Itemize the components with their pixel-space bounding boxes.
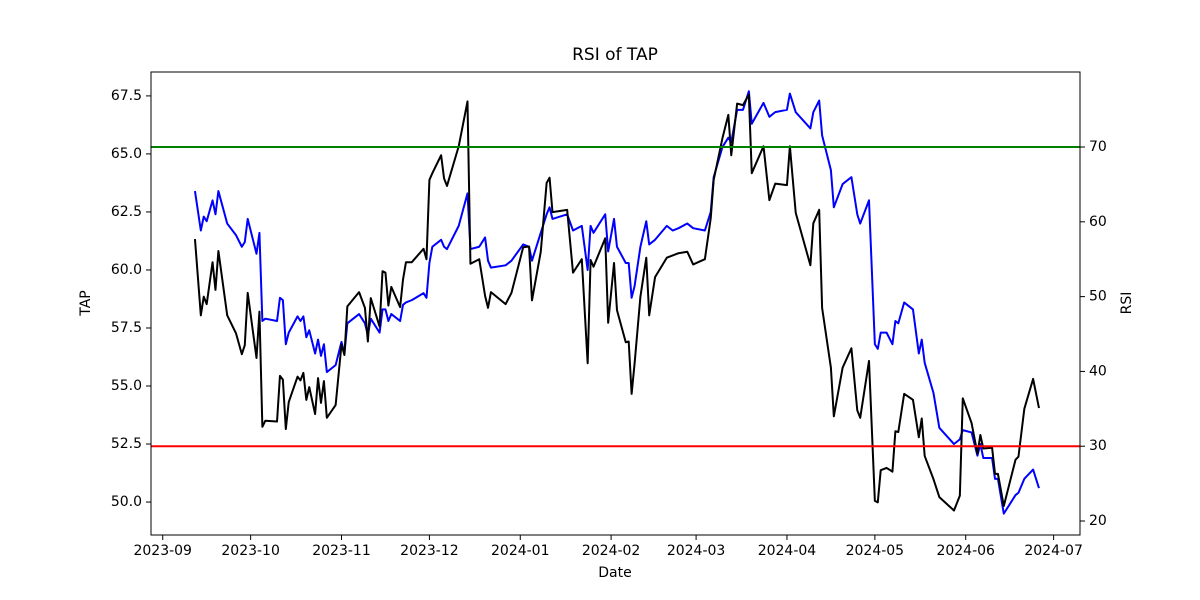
y2-tick-label: 40 bbox=[1089, 363, 1107, 379]
y2-axis-label: RSI bbox=[1119, 292, 1135, 315]
y-tick-label: 65.0 bbox=[111, 146, 142, 162]
y2-tick-label: 30 bbox=[1089, 438, 1107, 454]
y-tick-label: 50.0 bbox=[111, 494, 142, 510]
x-tick-label: 2024-07 bbox=[1024, 543, 1083, 559]
y-tick-label: 57.5 bbox=[111, 320, 142, 336]
y-tick-label: 60.0 bbox=[111, 262, 142, 278]
y-tick-label: 67.5 bbox=[111, 88, 142, 104]
y2-tick-label: 70 bbox=[1089, 139, 1107, 155]
x-tick-label: 2024-04 bbox=[758, 543, 817, 559]
y-tick-label: 62.5 bbox=[111, 204, 142, 220]
x-tick-label: 2023-09 bbox=[133, 543, 192, 559]
x-tick-label: 2024-01 bbox=[491, 543, 550, 559]
x-tick-label: 2023-11 bbox=[312, 543, 371, 559]
series-line bbox=[193, 93, 1040, 512]
y-axis-label: TAP bbox=[78, 290, 94, 316]
y-tick-label: 55.0 bbox=[111, 378, 142, 394]
x-axis-label: Date bbox=[598, 565, 631, 581]
x-tick-label: 2024-03 bbox=[667, 543, 726, 559]
y-tick-label: 52.5 bbox=[111, 436, 142, 452]
y2-tick-label: 60 bbox=[1089, 214, 1107, 230]
y2-tick-label: 20 bbox=[1089, 513, 1107, 529]
series-line bbox=[193, 90, 1040, 515]
x-tick-label: 2024-05 bbox=[846, 543, 905, 559]
x-tick-label: 2023-10 bbox=[221, 543, 280, 559]
y2-tick-label: 50 bbox=[1089, 289, 1107, 305]
x-tick-label: 2024-06 bbox=[936, 543, 995, 559]
x-tick-label: 2024-02 bbox=[582, 543, 641, 559]
x-tick-label: 2023-12 bbox=[400, 543, 459, 559]
plot-frame bbox=[150, 71, 1081, 536]
chart-title: RSI of TAP bbox=[572, 45, 658, 65]
